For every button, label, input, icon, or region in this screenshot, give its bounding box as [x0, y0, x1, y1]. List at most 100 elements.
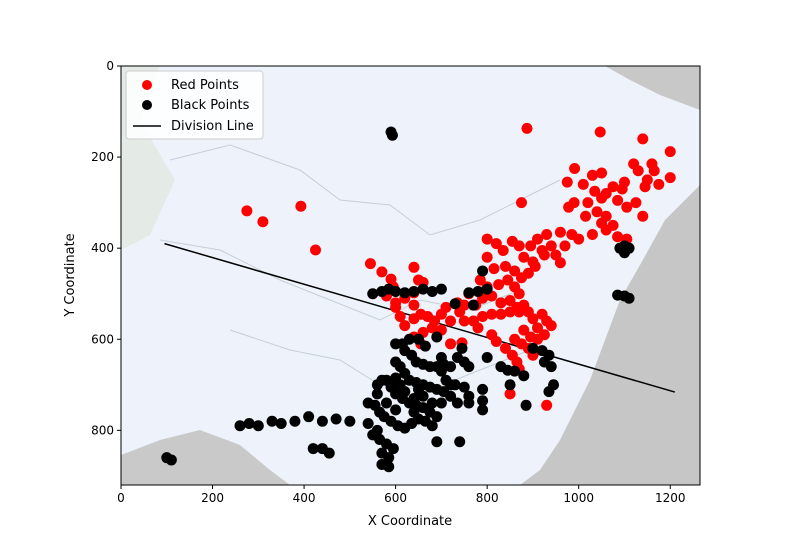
red-point — [504, 388, 516, 400]
red-point — [495, 308, 507, 320]
black-point — [623, 292, 635, 304]
black-point — [518, 370, 530, 382]
black-point — [431, 411, 443, 423]
red-point — [458, 299, 470, 311]
red-point — [536, 244, 548, 256]
y-axis-ticks: 0 200 400 600 800 — [91, 59, 121, 437]
red-point — [481, 233, 493, 245]
black-point — [618, 247, 630, 259]
black-point — [458, 381, 470, 393]
black-point — [463, 361, 475, 373]
black-point — [435, 365, 447, 377]
black-point — [387, 443, 399, 455]
black-point — [413, 333, 425, 345]
black-point — [545, 361, 557, 373]
black-point — [371, 379, 383, 391]
red-point — [518, 251, 530, 263]
red-point — [493, 279, 505, 291]
red-point — [522, 267, 534, 279]
black-point — [477, 395, 489, 407]
legend-label-red: Red Points — [171, 78, 239, 93]
red-point — [554, 257, 566, 269]
red-point — [408, 299, 420, 311]
black-point — [467, 299, 479, 311]
black-point — [303, 411, 315, 423]
x-tick-label: 400 — [293, 491, 316, 505]
black-point — [252, 420, 264, 432]
black-point — [344, 415, 356, 427]
black-point — [463, 287, 475, 299]
black-point — [543, 386, 555, 398]
x-axis-label: X Coordinate — [368, 514, 452, 529]
red-point — [538, 329, 550, 341]
red-point — [541, 399, 553, 411]
red-point — [586, 169, 598, 181]
red-point — [504, 295, 516, 307]
red-point — [445, 338, 457, 350]
black-point — [435, 283, 447, 295]
black-point — [451, 397, 463, 409]
red-point — [521, 122, 533, 134]
black-point — [527, 342, 539, 354]
red-points-series — [241, 122, 676, 411]
red-point — [559, 240, 571, 252]
red-point — [628, 158, 640, 170]
black-point — [266, 415, 278, 427]
black-point — [380, 397, 392, 409]
red-point — [499, 260, 511, 272]
red-point — [440, 301, 452, 313]
black-point — [440, 374, 452, 386]
legend: Red Points Black Points Division Line — [125, 70, 264, 140]
red-point — [513, 306, 525, 318]
x-tick-label: 800 — [476, 491, 499, 505]
black-point — [362, 418, 374, 430]
red-point — [399, 320, 411, 332]
black-point — [371, 424, 383, 436]
red-point — [490, 238, 502, 250]
red-point — [568, 197, 580, 209]
black-point — [408, 285, 420, 297]
red-point — [515, 197, 527, 209]
black-point — [316, 415, 328, 427]
red-point — [630, 197, 642, 209]
red-point — [257, 216, 269, 228]
red-point — [364, 258, 376, 270]
map-southwest-region — [121, 430, 290, 485]
red-point — [577, 178, 589, 190]
black-point — [481, 283, 493, 295]
black-point — [417, 390, 429, 402]
red-point — [545, 320, 557, 332]
red-point — [589, 185, 601, 197]
red-point — [295, 200, 307, 212]
black-point — [371, 388, 383, 400]
red-point — [426, 322, 438, 334]
red-point — [618, 176, 630, 188]
red-point — [532, 322, 544, 334]
black-point — [509, 365, 521, 377]
red-point — [582, 197, 594, 209]
black-point — [449, 379, 461, 391]
red-point — [612, 194, 624, 206]
red-point — [596, 192, 608, 204]
red-point — [458, 315, 470, 327]
black-point — [504, 379, 516, 391]
black-point — [307, 443, 319, 455]
black-point — [417, 283, 429, 295]
red-point — [637, 210, 649, 222]
red-point — [408, 261, 420, 273]
red-point — [621, 201, 633, 213]
red-point — [612, 231, 624, 243]
y-tick-label: 0 — [106, 59, 114, 73]
red-point — [653, 178, 665, 190]
black-point — [477, 404, 489, 416]
red-point — [499, 342, 511, 354]
red-point — [591, 206, 603, 218]
black-point — [454, 436, 466, 448]
red-point — [408, 313, 420, 325]
red-point — [580, 210, 592, 222]
black-point — [243, 418, 255, 430]
black-point — [289, 415, 301, 427]
black-point — [234, 420, 246, 432]
black-point — [456, 342, 468, 354]
